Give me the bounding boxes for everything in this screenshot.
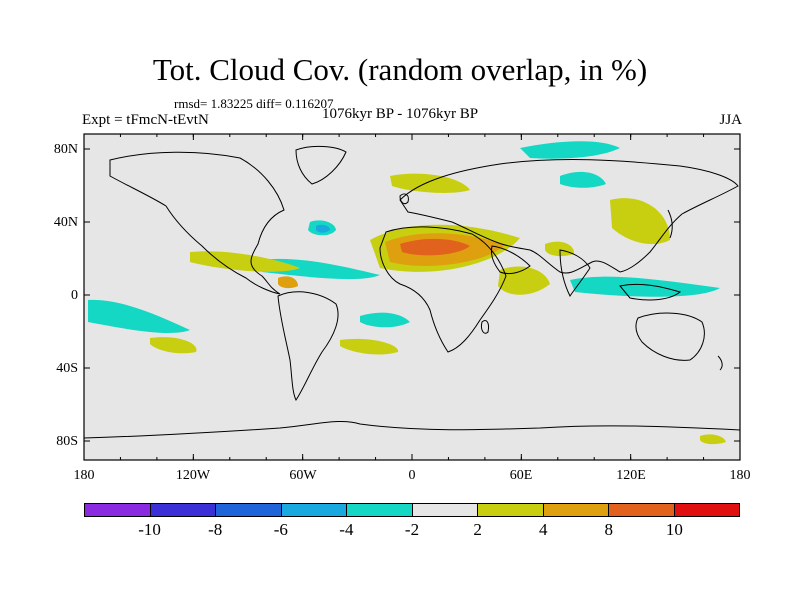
coast-south-america [277, 291, 339, 401]
colorbar-label: 8 [604, 520, 614, 539]
experiment-label: Expt = tFmcN-tEvtN [82, 112, 209, 128]
x-tick-label: 120W [175, 468, 211, 483]
x-tick-label: 60W [289, 468, 317, 483]
colorbar-box [478, 504, 544, 516]
colorbar-label: -6 [273, 520, 288, 539]
y-tick-label: 0 [71, 288, 78, 303]
colorbar-box [609, 504, 675, 516]
colorbar-box [150, 504, 216, 516]
anomaly-india-positive [545, 241, 575, 257]
coastlines [84, 145, 740, 439]
colorbar-label: -2 [404, 520, 420, 539]
axis-ticks [83, 134, 741, 460]
x-tick-label: 180 [73, 468, 95, 483]
coast-antarctica [84, 420, 740, 439]
y-tick-label: 40S [56, 361, 78, 376]
x-tick-label: 180 [729, 468, 751, 483]
coast-greenland [295, 145, 347, 185]
period-label: 1076kyr BP - 1076kyr BP [322, 106, 479, 122]
stats-text: rmsd= 1.83225 diff= 0.116207 [174, 96, 334, 111]
colorbar-box [347, 504, 413, 516]
colorbar-label: 2 [473, 520, 482, 539]
anomaly-satlantic-positive [340, 338, 399, 355]
coast-australia [635, 312, 705, 361]
anomaly-antarctic-positive [700, 434, 726, 445]
coast-new-zealand [717, 355, 723, 371]
coast-north-america [109, 151, 285, 295]
coast-japan [667, 209, 673, 239]
anomaly-satlantic-negative [360, 312, 410, 328]
anomaly-arctic-negative [520, 141, 620, 159]
y-tick-label: 80S [56, 434, 78, 449]
coast-eurasia [399, 159, 739, 274]
coast-madagascar [481, 319, 489, 334]
y-tick-label: 80N [53, 142, 78, 157]
coast-uk [399, 193, 409, 205]
colorbar-box [412, 504, 478, 516]
x-tick-label: 0 [408, 468, 416, 483]
x-tick-label: 60E [509, 468, 533, 483]
anomaly-spacific-positive [150, 337, 197, 354]
anomaly-europe-positive [390, 173, 470, 193]
coast-arabia [491, 245, 531, 275]
colorbar [84, 503, 740, 517]
y-tick-label: 40N [53, 215, 78, 230]
anomaly-china-positive [610, 198, 670, 245]
season-label: JJA [719, 112, 742, 128]
anomaly-epacific-negative [88, 299, 190, 333]
anomaly-asia-negative [560, 171, 606, 188]
colorbar-label: 10 [665, 520, 683, 539]
colorbar-label: -10 [138, 520, 161, 539]
anomaly-npacific-core [316, 224, 330, 233]
anomaly-atlantic-negative [260, 258, 380, 280]
anomaly-sahara-core [400, 238, 470, 256]
coast-africa [379, 226, 507, 353]
x-tick-label: 120E [616, 468, 646, 483]
anomaly-indian-negative [570, 276, 720, 297]
colorbar-box [216, 504, 282, 516]
anomaly-america-positive [278, 276, 298, 289]
colorbar-label: -4 [339, 520, 354, 539]
coast-india [559, 249, 591, 297]
plot-title: Tot. Cloud Cov. (random overlap, in %) [152, 52, 648, 87]
colorbar-box [674, 504, 739, 516]
colorbar-label: 4 [538, 520, 548, 539]
colorbar-box [85, 504, 151, 516]
anomaly-npacific-positive [190, 251, 300, 272]
colorbar-label: -8 [208, 520, 223, 539]
colorbar-box [543, 504, 609, 516]
colorbar-box [281, 504, 347, 516]
coast-se-asia [619, 283, 682, 301]
